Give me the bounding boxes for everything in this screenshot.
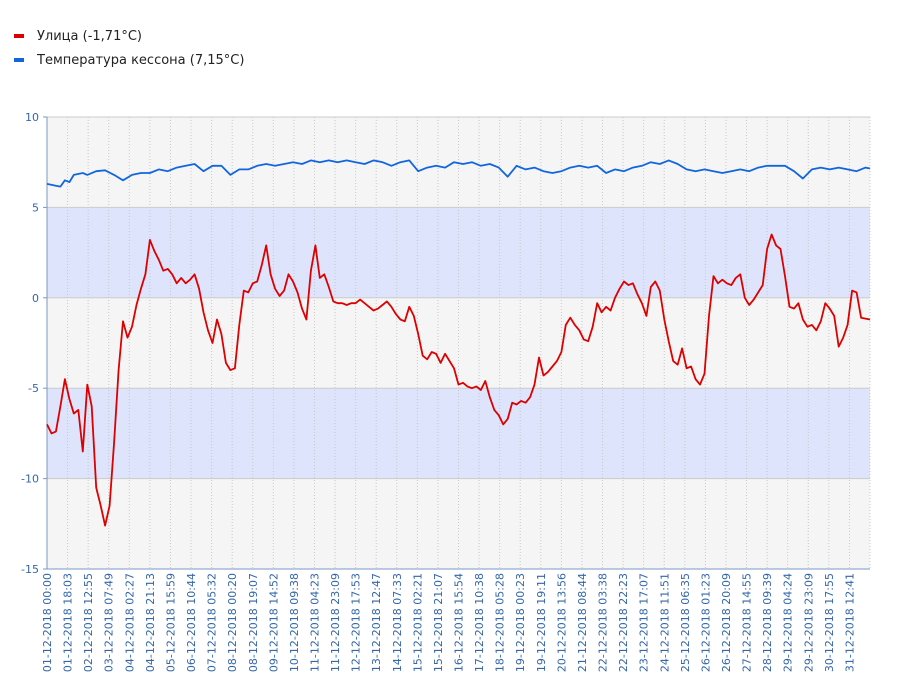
x-tick-label: 17-12-2018 10:38 (473, 573, 486, 672)
x-tick-label: 05-12-2018 15:59 (164, 573, 177, 672)
x-tick-label: 07-12-2018 05:32 (206, 573, 219, 672)
y-tick-label: -15 (21, 563, 39, 576)
x-tick-label: 03-12-2018 07:49 (103, 573, 116, 672)
x-tick-label: 02-12-2018 12:55 (82, 573, 95, 672)
x-tick-label: 13-12-2018 12:47 (370, 573, 383, 672)
x-tick-label: 06-12-2018 10:44 (185, 573, 198, 672)
x-tick-label: 26-12-2018 01:23 (699, 573, 712, 672)
x-tick-label: 25-12-2018 06:35 (679, 573, 692, 672)
y-tick-label: 10 (25, 111, 39, 124)
x-tick-label: 11-12-2018 23:09 (329, 573, 342, 672)
x-tick-label: 15-12-2018 02:21 (411, 573, 424, 672)
x-tick-label: 19-12-2018 00:23 (514, 573, 527, 672)
x-tick-label: 21-12-2018 08:44 (576, 573, 589, 672)
x-tick-label: 29-12-2018 23:09 (802, 573, 815, 672)
x-tick-label: 04-12-2018 21:13 (144, 573, 157, 672)
y-tick-label: 5 (32, 201, 39, 214)
x-tick-label: 22-12-2018 03:38 (597, 573, 610, 672)
shaded-band (47, 388, 870, 479)
y-tick-labels: 10 5 0 -5 -10 -15 (21, 111, 39, 576)
legend-swatch-street (14, 34, 24, 38)
x-tick-label: 19-12-2018 19:11 (535, 573, 548, 672)
x-tick-label: 18-12-2018 05:28 (494, 573, 507, 672)
x-tick-labels: 01-12-2018 00:00 01-12-2018 18:03 02-12-20… (41, 573, 856, 672)
x-tick-label: 29-12-2018 04:24 (782, 573, 795, 672)
x-tick-label: 09-12-2018 14:52 (267, 573, 280, 672)
x-tick-label: 01-12-2018 00:00 (41, 573, 54, 672)
x-tick-label: 24-12-2018 11:51 (658, 573, 671, 672)
axes (43, 116, 870, 570)
x-tick-label: 23-12-2018 17:07 (638, 573, 651, 672)
x-tick-label: 22-12-2018 22:23 (617, 573, 630, 672)
x-tick-label: 27-12-2018 14:55 (741, 573, 754, 672)
x-tick-label: 10-12-2018 09:38 (288, 573, 301, 672)
legend-item-street[interactable]: Улица (-1,71°C) (14, 24, 244, 48)
x-tick-label: 08-12-2018 19:07 (247, 573, 260, 672)
x-tick-label: 28-12-2018 09:39 (761, 573, 774, 672)
x-tick-label: 01-12-2018 18:03 (62, 573, 75, 672)
x-tick-label: 31-12-2018 12:41 (843, 573, 856, 672)
x-tick-label: 04-12-2018 02:27 (123, 573, 136, 672)
series-line-street (46, 233, 871, 527)
legend: Улица (-1,71°C) Температура кессона (7,1… (14, 24, 244, 72)
x-tick-label: 08-12-2018 00:20 (226, 573, 239, 672)
legend-item-caisson[interactable]: Температура кессона (7,15°C) (14, 48, 244, 72)
legend-label-street: Улица (-1,71°C) (37, 28, 142, 44)
x-tick-label: 16-12-2018 15:54 (453, 573, 466, 672)
x-tick-label: 12-12-2018 17:53 (350, 573, 363, 672)
x-tick-label: 15-12-2018 21:07 (432, 573, 445, 672)
legend-swatch-caisson (14, 58, 24, 62)
x-tick-label: 20-12-2018 13:56 (555, 573, 568, 672)
x-tick-label: 11-12-2018 04:23 (308, 573, 321, 672)
x-tick-label: 26-12-2018 20:09 (720, 573, 733, 672)
series-lines (46, 159, 871, 527)
legend-label-caisson: Температура кессона (7,15°C) (37, 52, 245, 68)
x-tick-label: 14-12-2018 07:33 (391, 573, 404, 672)
y-tick-label: -5 (28, 382, 39, 395)
y-tick-label: -10 (21, 473, 39, 486)
x-tick-label: 30-12-2018 17:55 (823, 573, 836, 672)
y-tick-label: 0 (32, 292, 39, 305)
series-line-caisson (46, 159, 871, 188)
